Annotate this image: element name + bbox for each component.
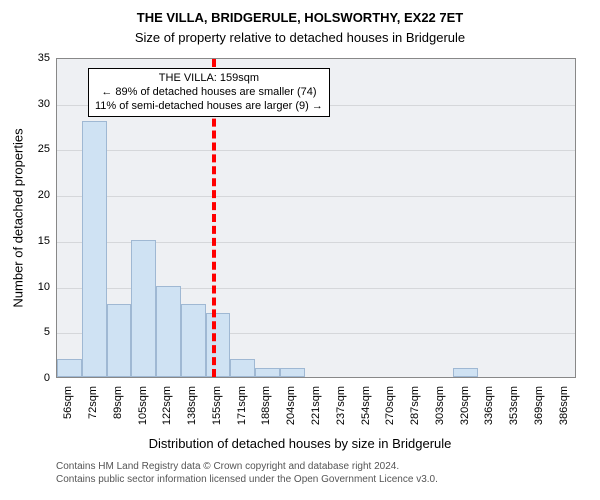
x-tick-label: 320sqm xyxy=(459,386,471,436)
histogram-bar xyxy=(82,121,107,377)
x-tick-label: 386sqm xyxy=(558,386,570,436)
footer-line-1: Contains HM Land Registry data © Crown c… xyxy=(56,460,438,473)
x-tick-label: 287sqm xyxy=(409,386,421,436)
x-tick-label: 237sqm xyxy=(335,386,347,436)
gridline xyxy=(57,196,575,197)
x-axis-label: Distribution of detached houses by size … xyxy=(0,436,600,451)
histogram-bar xyxy=(280,368,305,377)
y-tick-label: 10 xyxy=(28,281,50,293)
x-tick-label: 353sqm xyxy=(508,386,520,436)
histogram-bar xyxy=(57,359,82,377)
y-tick-label: 15 xyxy=(28,235,50,247)
histogram-bar xyxy=(156,286,181,377)
chart-title: THE VILLA, BRIDGERULE, HOLSWORTHY, EX22 … xyxy=(0,10,600,25)
annotation-line: THE VILLA: 159sqm xyxy=(95,72,323,86)
histogram-bar xyxy=(131,240,156,377)
x-tick-label: 138sqm xyxy=(186,386,198,436)
annotation-line: 11% of semi-detached houses are larger (… xyxy=(95,100,323,114)
annotation-line: ← 89% of detached houses are smaller (74… xyxy=(95,86,323,100)
chart-subtitle: Size of property relative to detached ho… xyxy=(0,30,600,45)
gridline xyxy=(57,150,575,151)
y-tick-label: 20 xyxy=(28,189,50,201)
x-tick-label: 336sqm xyxy=(483,386,495,436)
y-tick-label: 0 xyxy=(28,372,50,384)
x-tick-label: 188sqm xyxy=(260,386,272,436)
x-tick-label: 72sqm xyxy=(87,386,99,436)
histogram-bar xyxy=(206,313,231,377)
y-tick-label: 25 xyxy=(28,143,50,155)
y-tick-label: 30 xyxy=(28,98,50,110)
histogram-bar xyxy=(107,304,132,377)
histogram-bar xyxy=(181,304,206,377)
histogram-bar xyxy=(230,359,255,377)
x-tick-label: 56sqm xyxy=(62,386,74,436)
chart-container: THE VILLA, BRIDGERULE, HOLSWORTHY, EX22 … xyxy=(0,0,600,500)
y-axis-label: Number of detached properties xyxy=(11,128,26,307)
x-tick-label: 105sqm xyxy=(137,386,149,436)
x-tick-label: 369sqm xyxy=(533,386,545,436)
x-tick-label: 122sqm xyxy=(161,386,173,436)
x-tick-label: 171sqm xyxy=(236,386,248,436)
x-tick-label: 204sqm xyxy=(285,386,297,436)
x-tick-label: 89sqm xyxy=(112,386,124,436)
x-tick-label: 303sqm xyxy=(434,386,446,436)
annotation-box: THE VILLA: 159sqm← 89% of detached house… xyxy=(88,68,330,117)
y-tick-label: 5 xyxy=(28,326,50,338)
footer-attribution: Contains HM Land Registry data © Crown c… xyxy=(56,460,438,486)
footer-line-2: Contains public sector information licen… xyxy=(56,473,438,486)
x-tick-label: 270sqm xyxy=(384,386,396,436)
x-tick-label: 221sqm xyxy=(310,386,322,436)
histogram-bar xyxy=(453,368,478,377)
x-tick-label: 254sqm xyxy=(360,386,372,436)
y-tick-label: 35 xyxy=(28,52,50,64)
x-tick-label: 155sqm xyxy=(211,386,223,436)
histogram-bar xyxy=(255,368,280,377)
